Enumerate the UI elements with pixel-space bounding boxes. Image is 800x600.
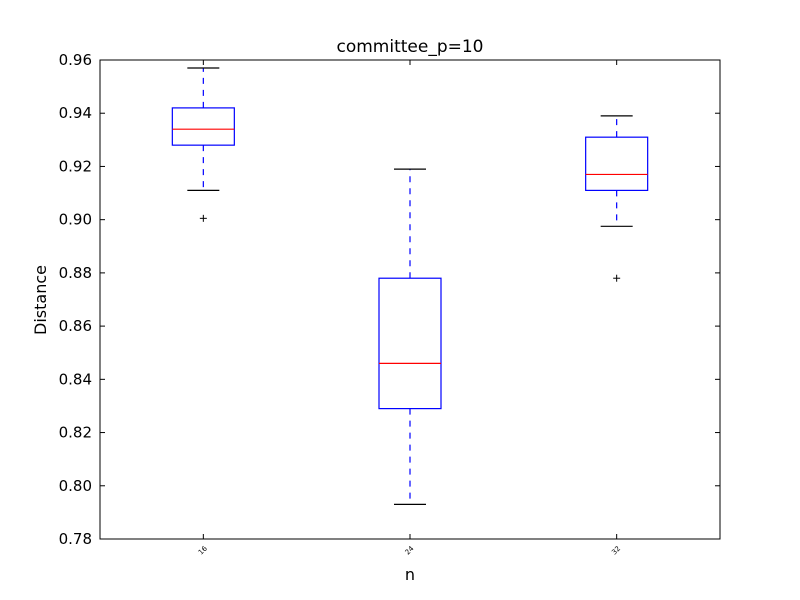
box-iqr bbox=[585, 136, 649, 191]
plot-area bbox=[171, 67, 649, 506]
outlier-point bbox=[613, 274, 621, 282]
chart-title: committee_p=10 bbox=[336, 37, 483, 57]
box-iqr bbox=[378, 277, 442, 410]
y-tick-label: 0.78 bbox=[59, 530, 92, 548]
x-axis-label: n bbox=[405, 565, 415, 584]
y-tick-label: 0.84 bbox=[59, 370, 92, 388]
x-tick-label: 32 bbox=[610, 545, 622, 557]
y-tick-label: 0.82 bbox=[59, 424, 92, 442]
x-tick-label: 16 bbox=[197, 544, 209, 556]
y-tick-label: 0.96 bbox=[59, 51, 92, 69]
y-tick-label: 0.88 bbox=[59, 264, 92, 282]
plot-frame bbox=[99, 59, 721, 540]
box-group-24 bbox=[378, 168, 442, 506]
box-group-16 bbox=[171, 67, 235, 222]
outlier-point bbox=[199, 214, 207, 222]
y-tick-label: 0.92 bbox=[59, 157, 92, 175]
y-tick-label: 0.86 bbox=[59, 317, 92, 335]
x-tick-label: 24 bbox=[404, 544, 416, 556]
y-axis-label: Distance bbox=[31, 265, 50, 335]
y-tick-label: 0.80 bbox=[59, 477, 92, 495]
y-tick-label: 0.94 bbox=[59, 104, 92, 122]
y-axis: 0.78 0.80 0.82 0.84 0.86 0.88 0.90 0.92 0.94 0.96 bbox=[59, 51, 720, 548]
box-iqr bbox=[171, 107, 235, 146]
y-tick-label: 0.90 bbox=[59, 211, 92, 229]
box-group-32 bbox=[585, 115, 649, 282]
